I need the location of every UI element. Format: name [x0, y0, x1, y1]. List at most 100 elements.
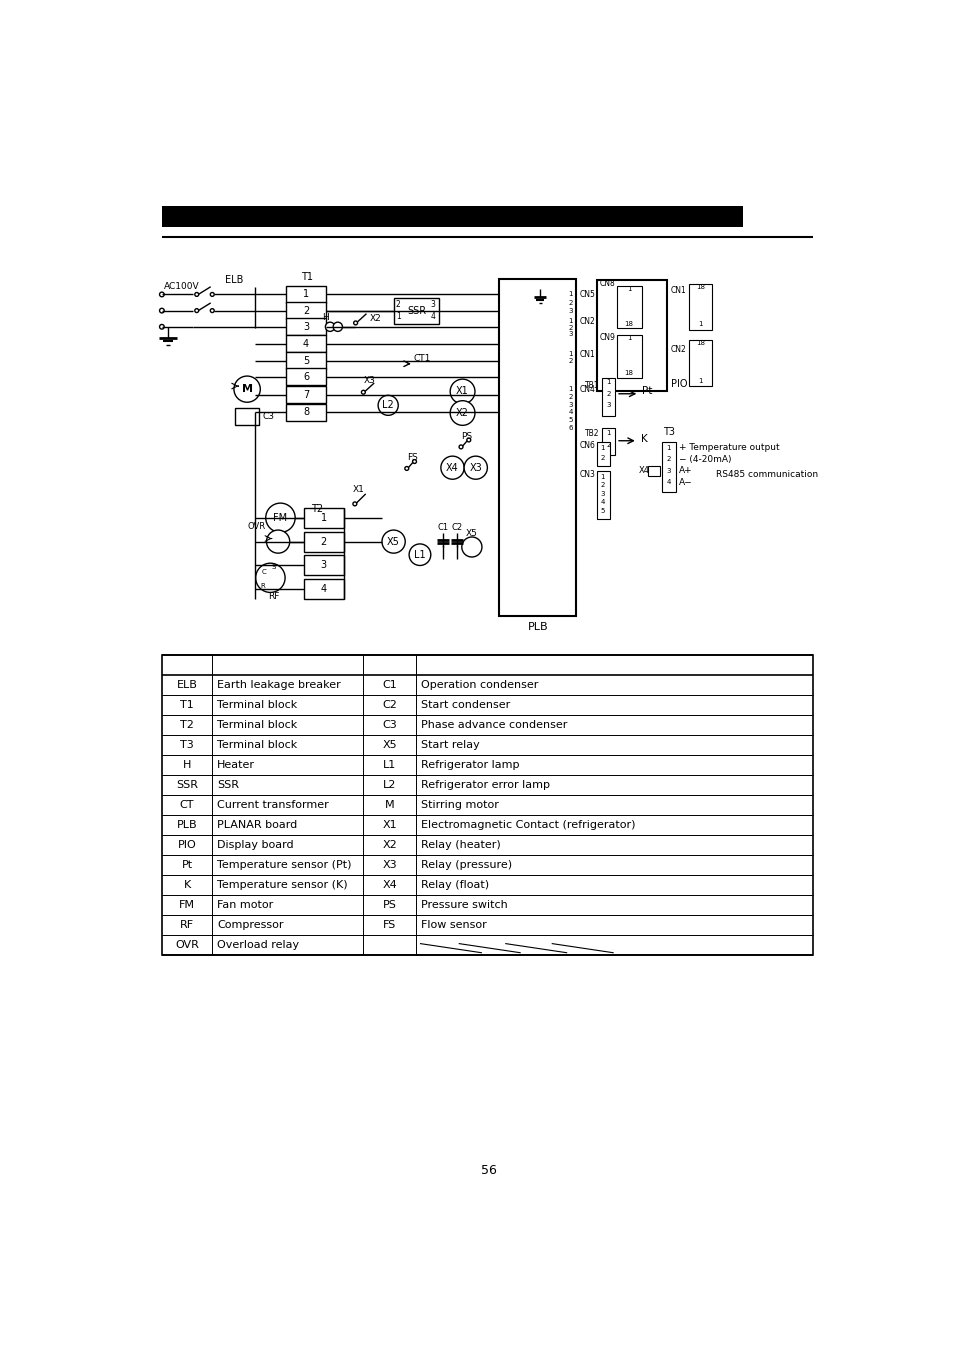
- Text: 1: 1: [320, 513, 327, 522]
- Text: K: K: [183, 880, 191, 890]
- Circle shape: [233, 377, 260, 402]
- Text: S: S: [271, 564, 275, 570]
- Text: 3: 3: [568, 332, 572, 338]
- Text: Pressure switch: Pressure switch: [420, 900, 507, 910]
- Text: 1: 1: [600, 474, 604, 481]
- Circle shape: [461, 537, 481, 558]
- Bar: [303, 579, 344, 599]
- Text: A−: A−: [679, 478, 692, 487]
- Bar: [617, 335, 641, 378]
- Text: C1: C1: [382, 680, 396, 690]
- Text: Operation condenser: Operation condenser: [420, 680, 537, 690]
- Circle shape: [255, 563, 285, 593]
- Circle shape: [353, 502, 356, 506]
- Text: FM: FM: [179, 900, 194, 910]
- Text: OVR: OVR: [175, 940, 199, 950]
- Text: CN6: CN6: [578, 441, 595, 450]
- Text: 2: 2: [600, 455, 604, 462]
- Circle shape: [159, 324, 164, 329]
- Text: 2: 2: [395, 300, 400, 309]
- Text: 3: 3: [303, 321, 309, 332]
- Text: CN5: CN5: [579, 290, 595, 298]
- Text: L1: L1: [383, 760, 395, 770]
- Text: X1: X1: [353, 485, 364, 494]
- Text: Terminal block: Terminal block: [216, 699, 296, 710]
- Circle shape: [381, 531, 405, 554]
- Text: 2: 2: [568, 300, 572, 306]
- Text: ELB: ELB: [225, 275, 243, 285]
- Text: 4: 4: [430, 312, 436, 321]
- Text: 1: 1: [568, 319, 572, 324]
- Bar: [688, 284, 711, 329]
- Bar: [162, 207, 742, 227]
- Text: 18: 18: [624, 370, 633, 377]
- Text: Phase advance condenser: Phase advance condenser: [420, 720, 566, 730]
- Text: C2: C2: [451, 524, 462, 532]
- Text: T2: T2: [180, 720, 193, 730]
- Text: X1: X1: [456, 386, 469, 397]
- Text: X4: X4: [446, 463, 458, 472]
- Text: 6: 6: [568, 425, 572, 431]
- Text: 1: 1: [568, 351, 572, 358]
- Text: 3: 3: [605, 402, 610, 408]
- Text: X2: X2: [456, 408, 469, 418]
- Text: 3: 3: [430, 300, 436, 309]
- Text: K: K: [640, 435, 647, 444]
- Bar: [661, 441, 675, 491]
- Text: CN8: CN8: [599, 279, 615, 288]
- Bar: [286, 286, 326, 302]
- Text: 3: 3: [568, 308, 572, 315]
- Circle shape: [409, 544, 431, 566]
- Text: T1: T1: [180, 699, 193, 710]
- Text: 5: 5: [600, 508, 604, 514]
- Text: 1: 1: [666, 444, 670, 451]
- Text: Relay (heater): Relay (heater): [420, 840, 500, 850]
- Text: 6: 6: [303, 371, 309, 382]
- Bar: [394, 298, 439, 324]
- Text: Flow sensor: Flow sensor: [420, 921, 486, 930]
- Text: X5: X5: [465, 529, 477, 537]
- Text: H: H: [322, 313, 329, 323]
- Text: RS485 communication: RS485 communication: [716, 470, 818, 479]
- Text: 2: 2: [303, 305, 309, 316]
- Text: SSR: SSR: [176, 780, 198, 790]
- Text: SSR: SSR: [216, 780, 238, 790]
- Text: Relay (float): Relay (float): [420, 880, 488, 890]
- Text: H: H: [183, 760, 191, 770]
- Text: 1: 1: [626, 286, 631, 292]
- Circle shape: [404, 467, 408, 470]
- Bar: [596, 441, 609, 466]
- Text: C3: C3: [262, 412, 274, 421]
- Text: 2: 2: [568, 359, 572, 364]
- Bar: [286, 352, 326, 369]
- Text: 1: 1: [698, 378, 702, 383]
- Text: CN2: CN2: [670, 344, 685, 354]
- Text: Start condenser: Start condenser: [420, 699, 510, 710]
- Text: L2: L2: [383, 780, 396, 790]
- Bar: [286, 302, 326, 319]
- Text: 1: 1: [568, 386, 572, 391]
- Text: 2: 2: [320, 536, 327, 547]
- Text: PLB: PLB: [527, 622, 547, 632]
- Bar: [601, 428, 615, 455]
- Text: 18: 18: [624, 321, 633, 327]
- Bar: [498, 279, 576, 617]
- Bar: [596, 471, 609, 518]
- Text: 1: 1: [605, 431, 610, 436]
- Circle shape: [440, 456, 464, 479]
- Text: PS: PS: [460, 432, 472, 440]
- Text: TB1: TB1: [584, 381, 598, 390]
- Text: CT1: CT1: [414, 354, 431, 363]
- Text: CN1: CN1: [579, 350, 595, 359]
- Text: 4: 4: [666, 479, 670, 485]
- Text: 2: 2: [666, 456, 670, 462]
- Circle shape: [412, 459, 416, 463]
- Text: C3: C3: [382, 720, 396, 730]
- Text: 3: 3: [568, 401, 572, 408]
- Text: X4: X4: [639, 466, 650, 475]
- Circle shape: [377, 396, 397, 416]
- Text: CN4: CN4: [579, 385, 595, 394]
- Text: Fan motor: Fan motor: [216, 900, 273, 910]
- Circle shape: [159, 292, 164, 297]
- Text: Start relay: Start relay: [420, 740, 479, 749]
